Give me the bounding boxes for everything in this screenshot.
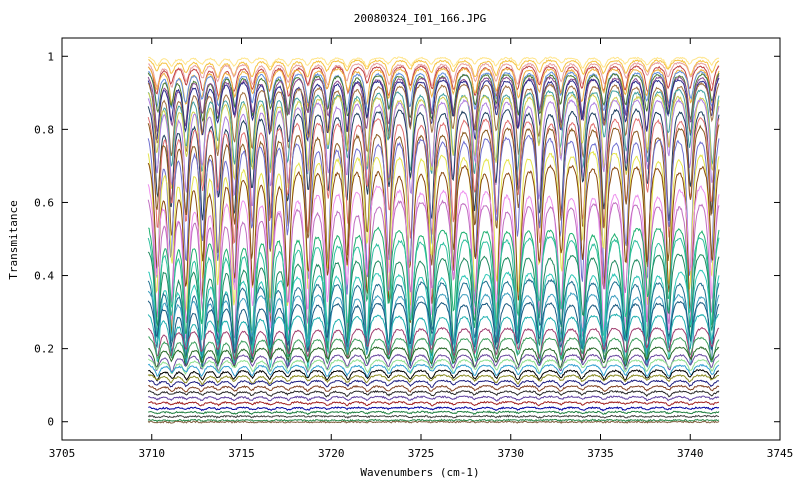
spectrum-series-line: [148, 353, 720, 373]
spectrum-series-line: [148, 336, 720, 366]
x-tick-label: 3710: [139, 447, 166, 460]
y-tick-label: 0: [47, 416, 54, 429]
y-axis-label: Transmitance: [7, 200, 20, 279]
spectrum-series-line: [147, 106, 720, 221]
x-tick-label: 3745: [767, 447, 794, 460]
x-tick-label: 3705: [49, 447, 76, 460]
spectrum-series-line: [148, 406, 720, 412]
spectrum-series-line: [148, 410, 720, 416]
spectrum-series-line: [147, 414, 720, 419]
y-tick-label: 1: [47, 50, 54, 63]
y-tick-label: 0.6: [34, 196, 54, 209]
spectrum-series-line: [147, 369, 720, 382]
x-tick-label: 3725: [408, 447, 435, 460]
x-tick-label: 3740: [677, 447, 704, 460]
y-tick-label: 0.8: [34, 123, 54, 136]
x-tick-label: 3715: [228, 447, 255, 460]
x-tick-label: 3730: [498, 447, 525, 460]
spectrum-series-line: [147, 326, 720, 363]
spectrum-series-line: [148, 61, 720, 89]
spectrum-series-line: [147, 77, 720, 143]
y-axis: 0 0.2 0.4 0.6 0.8 1: [34, 50, 780, 429]
spectrum-series-line: [147, 395, 720, 402]
spectrum-series-line: [147, 358, 720, 375]
y-tick-label: 0.2: [34, 343, 54, 356]
spectrum-series-line: [148, 379, 720, 389]
spectrum-series-line: [148, 400, 720, 407]
spectrum-series-line: [147, 420, 720, 424]
x-tick-label: 3720: [318, 447, 345, 460]
spectrum-series-line: [148, 56, 720, 69]
spectrum-series-line: [147, 389, 720, 398]
spectrum-series-line: [147, 373, 720, 385]
spectrum-series-line: [147, 363, 720, 378]
y-tick-label: 0.4: [34, 270, 54, 283]
spectrum-series-line: [148, 384, 720, 393]
chart-title: 20080324_I01_166.JPG: [354, 12, 486, 25]
spectrum-series-line: [147, 66, 720, 108]
spectrum-series-line: [147, 346, 720, 370]
spectrum-series-line: [147, 300, 720, 364]
plot-area: [147, 56, 720, 424]
spectrum-series-line: [147, 418, 720, 423]
spectrum-series-line: [147, 199, 720, 346]
x-axis: 3705 3710 3715 3720 3725 3730 3735 3740 3745: [49, 38, 794, 460]
spectrum-series-line: [147, 65, 720, 100]
spectrum-series-line: [148, 59, 720, 79]
x-axis-label: Wavenumbers (cm-1): [360, 466, 479, 479]
x-tick-label: 3735: [587, 447, 614, 460]
